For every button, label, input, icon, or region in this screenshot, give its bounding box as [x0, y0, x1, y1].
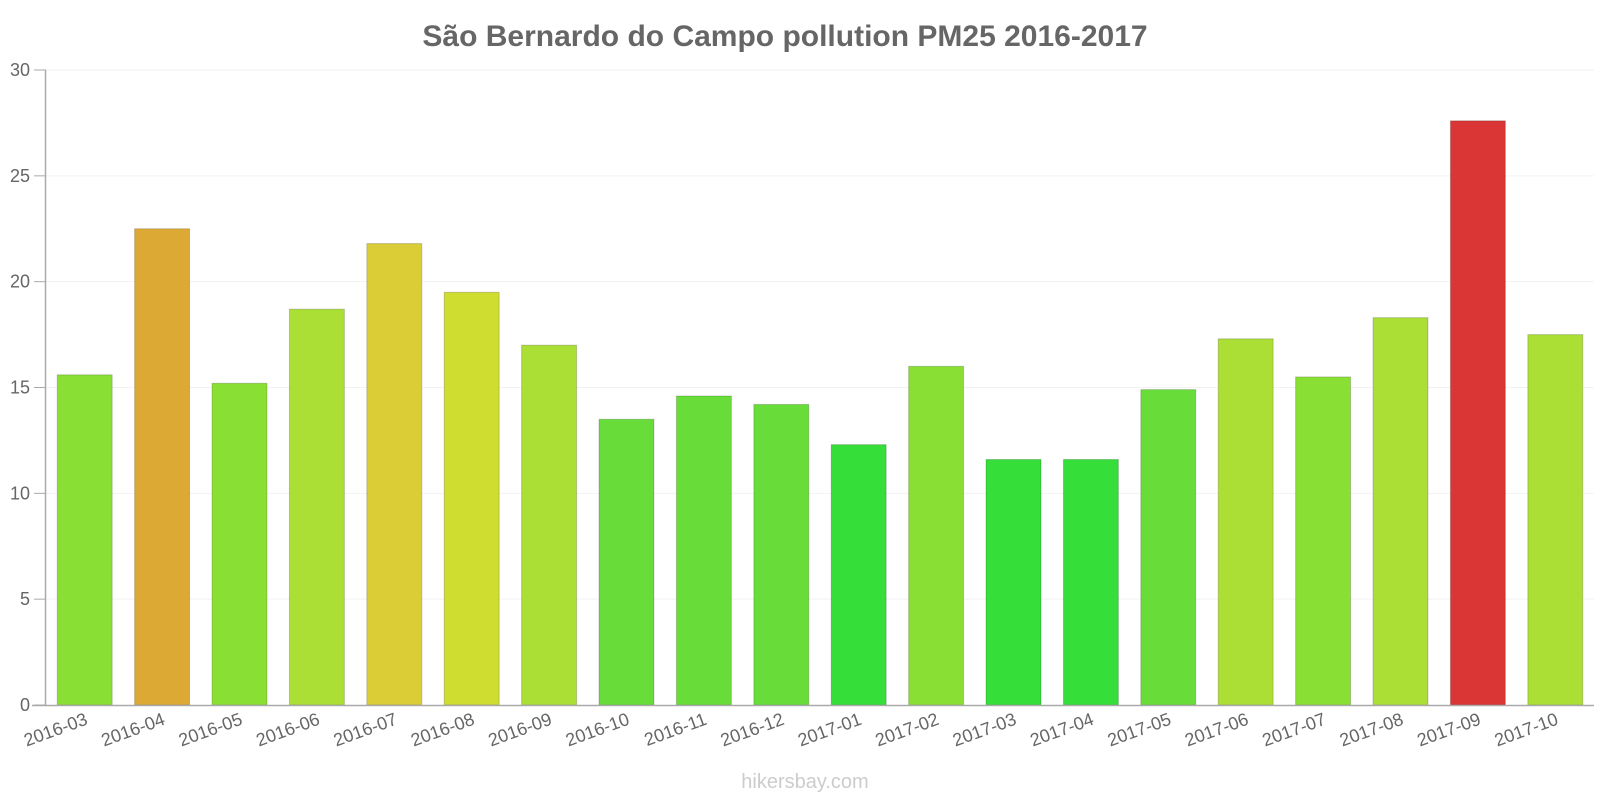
x-tick-label: 2016-12 — [718, 709, 787, 750]
y-tick-label: 10 — [10, 483, 30, 503]
bar-2017-01 — [830, 444, 887, 706]
x-tick-label: 2017-04 — [1027, 709, 1096, 750]
x-tick-label: 2016-07 — [331, 709, 400, 750]
y-tick-label: 30 — [10, 60, 30, 80]
x-tick-label: 2017-06 — [1182, 709, 1251, 750]
x-axis-ticks: 2016-03 2016-04 2016-05 2016-06 2016-07 2016-… — [21, 709, 1561, 750]
x-tick-label: 2016-04 — [99, 709, 168, 750]
x-tick-label: 2017-10 — [1492, 709, 1561, 750]
x-tick-label: 2016-11 — [642, 709, 710, 750]
y-tick-label: 25 — [10, 166, 30, 186]
x-tick-label: 2016-05 — [176, 709, 245, 750]
bar-2016-11 — [675, 395, 732, 706]
bar-2017-08 — [1372, 317, 1429, 706]
bar-2016-07 — [366, 243, 423, 706]
bar-2016-12 — [753, 403, 810, 706]
bar-2016-06 — [288, 308, 345, 706]
y-axis-ticks: 0 5 10 15 20 25 30 — [10, 60, 46, 715]
bar-2017-02 — [908, 365, 965, 706]
x-tick-label: 2016-06 — [253, 709, 322, 750]
bar-2017-07 — [1295, 376, 1352, 706]
y-tick-label: 20 — [10, 272, 30, 292]
x-tick-label: 2017-08 — [1337, 709, 1406, 750]
bar-2016-10 — [598, 418, 655, 706]
chart-title: São Bernardo do Campo pollution PM25 201… — [422, 20, 1147, 53]
x-tick-label: 2016-08 — [408, 709, 477, 750]
bar-2017-09 — [1449, 120, 1506, 706]
bar-2017-04 — [1062, 458, 1119, 706]
x-tick-label: 2016-10 — [563, 709, 632, 750]
y-tick-label: 0 — [20, 695, 30, 715]
bar-2017-05 — [1140, 389, 1197, 706]
x-tick-label: 2017-03 — [950, 709, 1019, 750]
watermark: hikersbay.com — [741, 771, 868, 793]
bar-2017-06 — [1217, 338, 1274, 706]
bars — [56, 120, 1584, 706]
bar-2016-03 — [56, 374, 113, 706]
y-tick-label: 15 — [10, 378, 30, 398]
bar-2017-10 — [1527, 334, 1584, 706]
bar-2016-04 — [134, 228, 191, 706]
bar-2016-09 — [521, 344, 578, 706]
bar-2016-05 — [211, 382, 268, 706]
gridlines — [46, 69, 1594, 600]
bar-2016-08 — [443, 291, 500, 706]
y-tick-label: 5 — [20, 589, 30, 609]
x-tick-label: 2016-09 — [486, 709, 555, 750]
bar-2017-03 — [985, 458, 1042, 706]
x-tick-label: 2017-07 — [1260, 709, 1329, 750]
x-tick-label: 2017-05 — [1105, 709, 1174, 750]
x-tick-label: 2017-02 — [873, 709, 942, 750]
x-tick-label: 2017-01 — [795, 709, 864, 750]
x-tick-label: 2017-09 — [1414, 709, 1483, 750]
x-tick-label: 2016-03 — [21, 709, 90, 750]
